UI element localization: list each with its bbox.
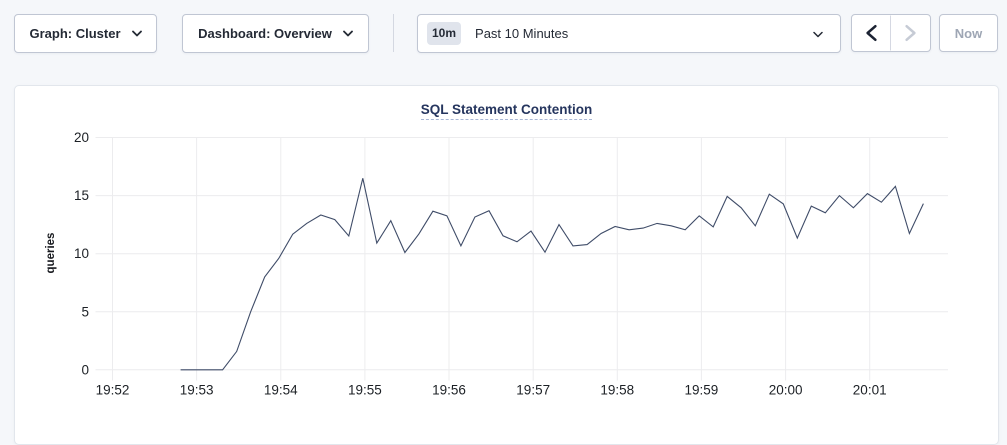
svg-text:15: 15 [74, 188, 89, 203]
svg-text:19:58: 19:58 [600, 383, 634, 398]
svg-text:19:53: 19:53 [180, 383, 214, 398]
svg-text:19:56: 19:56 [432, 383, 466, 398]
svg-text:19:57: 19:57 [516, 383, 550, 398]
svg-text:20:01: 20:01 [853, 383, 887, 398]
svg-text:5: 5 [81, 304, 89, 319]
svg-text:19:59: 19:59 [685, 383, 719, 398]
svg-text:19:52: 19:52 [96, 383, 130, 398]
svg-text:0: 0 [81, 362, 89, 377]
svg-text:19:54: 19:54 [264, 383, 298, 398]
svg-text:queries: queries [45, 233, 57, 274]
svg-text:19:55: 19:55 [348, 383, 382, 398]
svg-text:10: 10 [74, 246, 89, 261]
svg-text:20: 20 [74, 130, 89, 145]
svg-text:20:00: 20:00 [769, 383, 803, 398]
